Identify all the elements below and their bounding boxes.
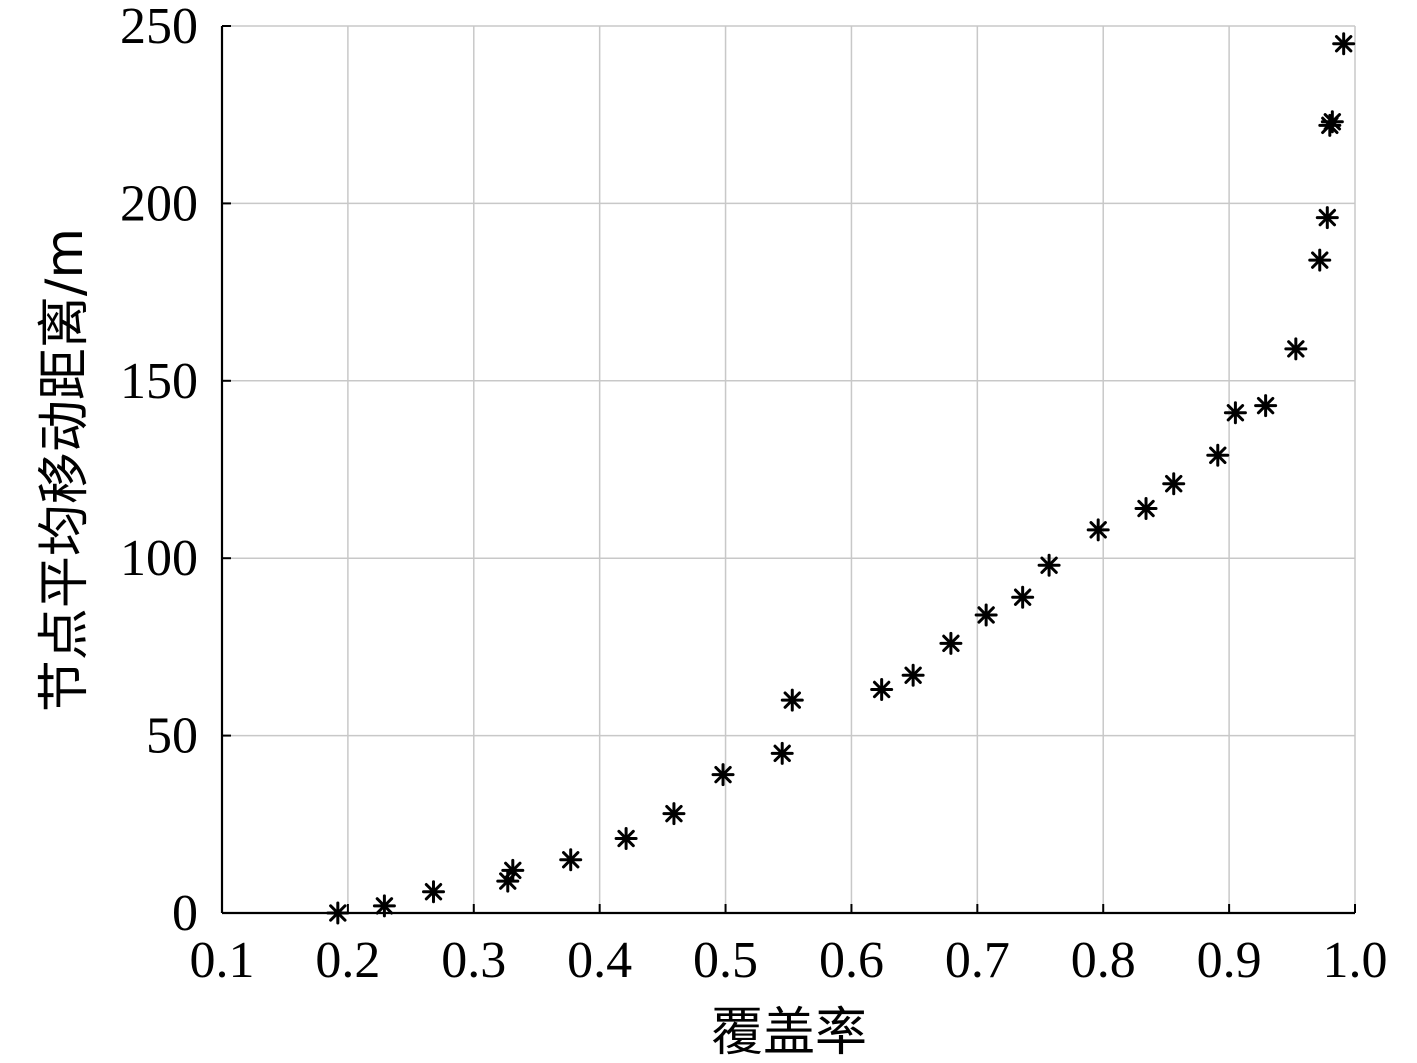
data-point <box>939 631 963 655</box>
x-tick-labels: 0.1 0.2 0.3 0.4 0.5 0.6 0.7 0.8 0.9 1.0 <box>190 904 1388 989</box>
data-point <box>1332 32 1356 56</box>
data-point <box>901 663 925 687</box>
data-point <box>780 688 804 712</box>
y-axis-title: 节点平均移动距离/m <box>35 228 95 712</box>
y-tick-label: 0 <box>172 885 198 942</box>
data-point <box>1206 443 1230 467</box>
data-point <box>1223 401 1247 425</box>
data-point <box>614 826 638 850</box>
x-tick-label: 0.8 <box>1071 932 1136 989</box>
data-point <box>421 880 445 904</box>
data-points <box>326 32 1356 925</box>
data-point <box>974 603 998 627</box>
y-tick-labels: 0 50 100 150 200 250 <box>120 0 231 942</box>
x-tick-label: 1.0 <box>1323 932 1388 989</box>
x-tick-label: 0.4 <box>567 932 632 989</box>
data-point <box>662 802 686 826</box>
y-tick-label: 150 <box>120 353 198 410</box>
axes <box>220 26 1355 915</box>
x-tick-label: 0.9 <box>1197 932 1262 989</box>
data-point <box>1254 394 1278 418</box>
data-point <box>1086 518 1110 542</box>
x-tick-label: 0.3 <box>441 932 506 989</box>
data-point <box>1320 110 1344 134</box>
x-tick-label: 0.2 <box>315 932 380 989</box>
data-point <box>1162 472 1186 496</box>
data-point <box>1315 206 1339 230</box>
x-tick-label: 0.1 <box>190 932 255 989</box>
y-tick-label: 100 <box>120 530 198 587</box>
grid-lines <box>222 25 1356 913</box>
data-point <box>372 894 396 918</box>
x-axis-title: 覆盖率 <box>711 1003 867 1063</box>
data-point <box>501 858 525 882</box>
data-point <box>1037 553 1061 577</box>
data-point <box>1284 337 1308 361</box>
data-point <box>770 741 794 765</box>
data-point <box>1134 497 1158 521</box>
data-point <box>1011 585 1035 609</box>
data-point <box>870 677 894 701</box>
y-tick-label: 200 <box>120 175 198 232</box>
data-point <box>559 848 583 872</box>
data-point <box>326 901 350 925</box>
data-point <box>711 763 735 787</box>
data-point <box>1308 248 1332 272</box>
x-tick-label: 0.7 <box>945 932 1010 989</box>
y-tick-label: 250 <box>120 0 198 55</box>
y-tick-label: 50 <box>146 708 198 765</box>
x-tick-label: 0.6 <box>819 932 884 989</box>
x-tick-label: 0.5 <box>693 932 758 989</box>
